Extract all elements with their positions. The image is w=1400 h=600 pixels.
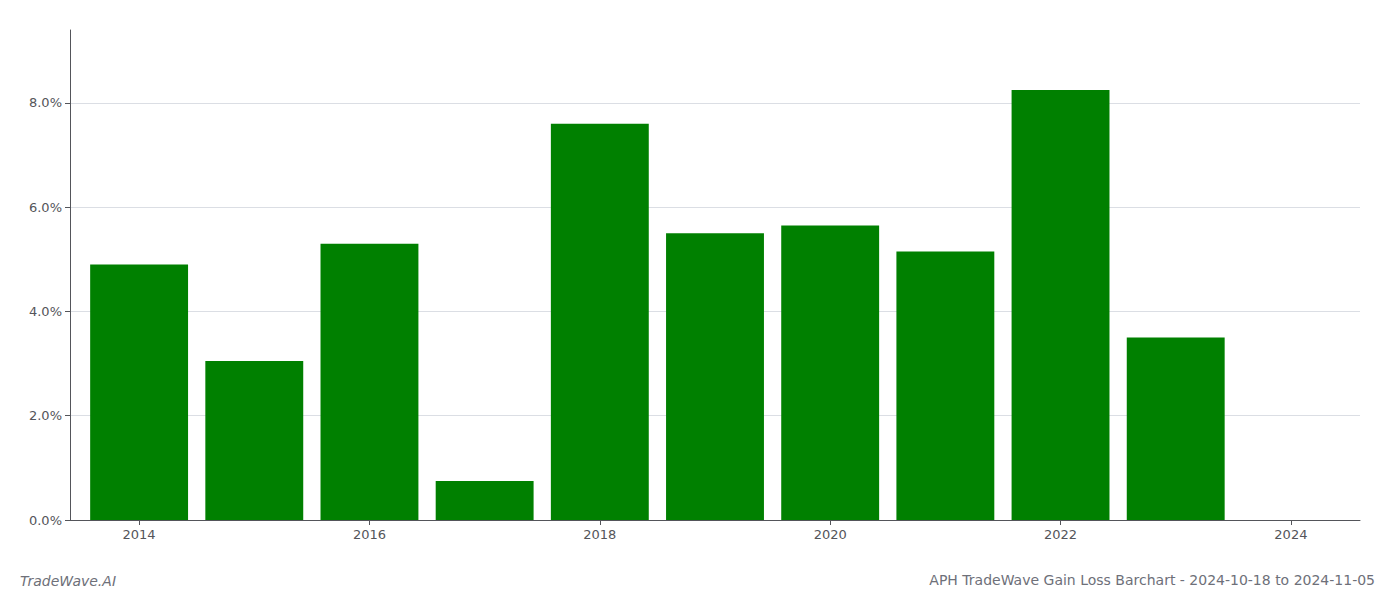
svg-text:2018: 2018 (583, 527, 616, 542)
svg-text:2016: 2016 (353, 527, 386, 542)
svg-text:2022: 2022 (1044, 527, 1077, 542)
svg-text:2.0%: 2.0% (29, 408, 62, 423)
svg-text:APH TradeWave Gain Loss Barcha: APH TradeWave Gain Loss Barchart - 2024-… (929, 572, 1375, 588)
svg-text:6.0%: 6.0% (29, 200, 62, 215)
svg-text:4.0%: 4.0% (29, 304, 62, 319)
svg-text:TradeWave.AI: TradeWave.AI (20, 573, 116, 589)
svg-text:0.0%: 0.0% (29, 513, 62, 528)
svg-text:2020: 2020 (814, 527, 847, 542)
svg-text:8.0%: 8.0% (29, 95, 62, 110)
svg-text:2024: 2024 (1274, 527, 1307, 542)
svg-text:2014: 2014 (123, 527, 156, 542)
